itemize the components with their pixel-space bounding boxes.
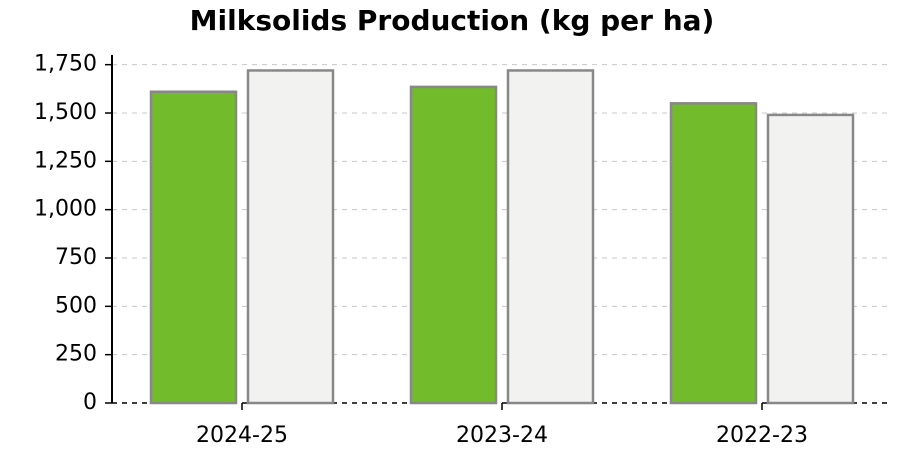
bar xyxy=(246,69,335,405)
bar xyxy=(506,69,595,405)
bar xyxy=(669,102,758,405)
bar xyxy=(409,85,498,405)
y-tick-label: 500 xyxy=(55,293,97,318)
y-tick-label: 750 xyxy=(55,245,97,270)
y-tick-label: 1,500 xyxy=(34,100,97,125)
y-tick-label: 1,000 xyxy=(34,197,97,222)
chart-title: Milksolids Production (kg per ha) xyxy=(190,4,715,37)
x-tick-label: 2024-25 xyxy=(196,423,288,448)
y-tick-label: 0 xyxy=(83,390,97,415)
x-tick-label: 2022-23 xyxy=(716,423,808,448)
bar xyxy=(149,90,238,405)
bar xyxy=(766,113,855,405)
y-tick-label: 250 xyxy=(55,342,97,367)
y-tick-label: 1,250 xyxy=(34,148,97,173)
y-tick-label: 1,750 xyxy=(34,52,97,77)
x-tick-label: 2023-24 xyxy=(456,423,548,448)
